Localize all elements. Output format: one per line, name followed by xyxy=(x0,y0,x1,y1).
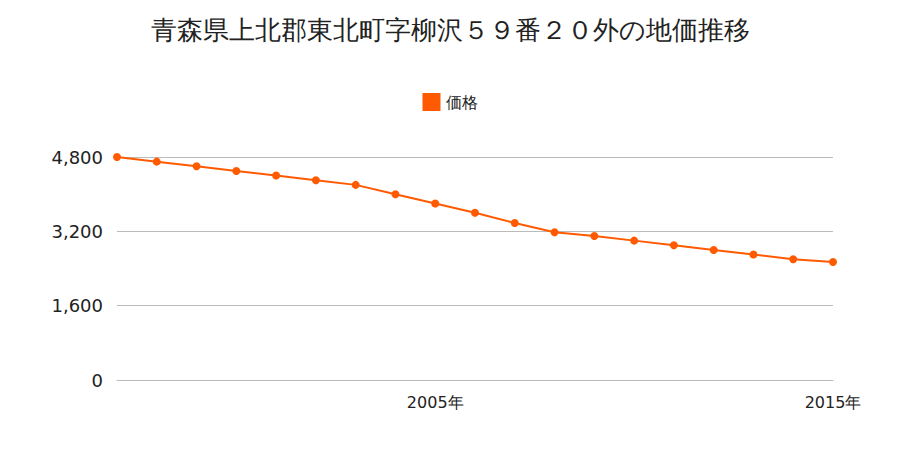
svg-text:1,600: 1,600 xyxy=(51,295,103,316)
svg-text:価格: 価格 xyxy=(446,93,478,112)
svg-text:2005年: 2005年 xyxy=(407,393,464,412)
svg-text:青森県上北郡東北町字柳沢５９番２０外の地価推移: 青森県上北郡東北町字柳沢５９番２０外の地価推移 xyxy=(151,15,750,45)
svg-text:2015年: 2015年 xyxy=(805,393,862,412)
svg-text:0: 0 xyxy=(92,370,103,391)
svg-text:4,800: 4,800 xyxy=(51,147,103,168)
svg-text:3,200: 3,200 xyxy=(51,221,103,242)
